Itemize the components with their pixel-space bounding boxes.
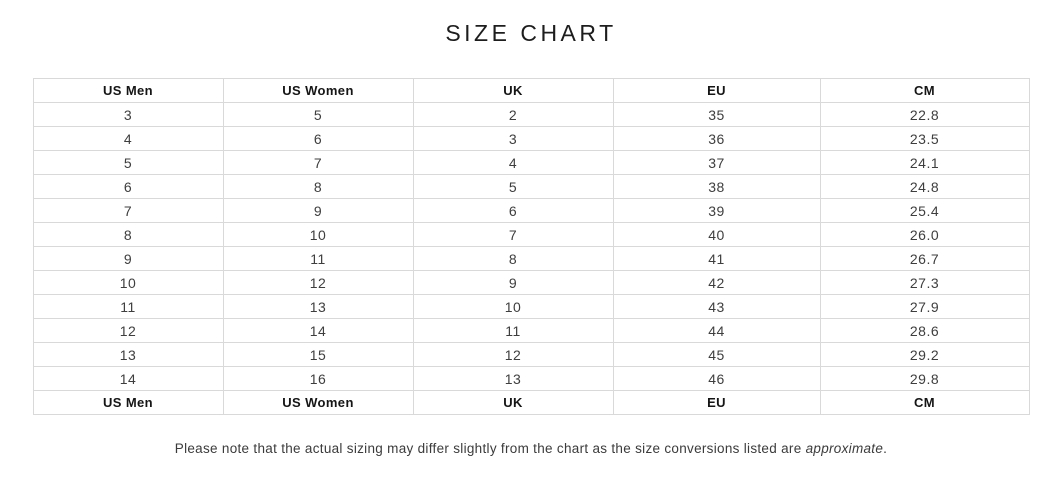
table-cell: 46	[612, 366, 821, 391]
column-header-uk: UK	[412, 78, 614, 103]
table-cell: 12	[32, 318, 224, 343]
table-cell: 16	[222, 366, 414, 391]
table-cell: 8	[222, 174, 414, 199]
column-header-cm: CM	[819, 78, 1030, 103]
table-cell: 25.4	[819, 198, 1030, 223]
table-cell: 29.8	[819, 366, 1030, 391]
page-title: SIZE CHART	[445, 20, 617, 46]
table-row: 13 15 12 45 29.2	[32, 342, 1030, 367]
table-cell: 6	[412, 198, 614, 223]
table-row: 3 5 2 35 22.8	[32, 102, 1030, 127]
table-cell: 11	[412, 318, 614, 343]
table-cell: 5	[412, 174, 614, 199]
table-cell: 13	[222, 294, 414, 319]
table-row: 14 16 13 46 29.8	[32, 366, 1030, 391]
table-cell: 39	[612, 198, 821, 223]
table-header: US Men US Women UK EU CM	[32, 78, 1030, 103]
disclaimer-text: Please note that the actual sizing may d…	[174, 441, 806, 456]
table-cell: 35	[612, 102, 821, 127]
table-cell: 26.0	[819, 222, 1030, 247]
table-cell: 14	[222, 318, 414, 343]
table-cell: 7	[222, 150, 414, 175]
table-body: 3 5 2 35 22.8 4 6 3 36 23.5 5 7 4 37 24.…	[32, 102, 1030, 391]
table-cell: 27.3	[819, 270, 1030, 295]
table-cell: 27.9	[819, 294, 1030, 319]
table-cell: 11	[32, 294, 224, 319]
table-row: 5 7 4 37 24.1	[32, 150, 1030, 175]
table-cell: 24.1	[819, 150, 1030, 175]
disclaimer-emphasis: approximate	[805, 441, 884, 456]
table-row: 7 9 6 39 25.4	[32, 198, 1030, 223]
table-cell: 10	[222, 222, 414, 247]
table-cell: 13	[32, 342, 224, 367]
table-cell: 9	[412, 270, 614, 295]
table-cell: 2	[412, 102, 614, 127]
table-cell: 8	[32, 222, 224, 247]
table-cell: 15	[222, 342, 414, 367]
table-cell: 5	[222, 102, 414, 127]
size-chart-table: US Men US Women UK EU CM 3 5 2 35 22.8 4…	[32, 78, 1030, 415]
table-cell: 12	[412, 342, 614, 367]
table-cell: 45	[612, 342, 821, 367]
table-cell: 44	[612, 318, 821, 343]
table-cell: 3	[412, 126, 614, 151]
table-cell: 38	[612, 174, 821, 199]
table-cell: 24.8	[819, 174, 1030, 199]
table-cell: 29.2	[819, 342, 1030, 367]
table-cell: 9	[32, 246, 224, 271]
header-row-bottom: US Men US Women UK EU CM	[32, 390, 1030, 415]
table-row: 4 6 3 36 23.5	[32, 126, 1030, 151]
table-cell: 8	[412, 246, 614, 271]
table-cell: 22.8	[819, 102, 1030, 127]
table-cell: 37	[612, 150, 821, 175]
disclaimer-period: .	[883, 441, 888, 456]
footer-header-us-men: US Men	[32, 390, 224, 415]
table-cell: 6	[222, 126, 414, 151]
table-cell: 4	[412, 150, 614, 175]
table-cell: 4	[32, 126, 224, 151]
table-cell: 9	[222, 198, 414, 223]
table-cell: 7	[412, 222, 614, 247]
column-header-us-men: US Men	[32, 78, 224, 103]
table-cell: 13	[412, 366, 614, 391]
table-cell: 7	[32, 198, 224, 223]
column-header-eu: EU	[612, 78, 821, 103]
footer-header-eu: EU	[612, 390, 821, 415]
table-cell: 40	[612, 222, 821, 247]
table-cell: 28.6	[819, 318, 1030, 343]
table-cell: 42	[612, 270, 821, 295]
table-cell: 36	[612, 126, 821, 151]
column-header-us-women: US Women	[222, 78, 414, 103]
footer-header-cm: CM	[819, 390, 1030, 415]
table-cell: 11	[222, 246, 414, 271]
table-cell: 23.5	[819, 126, 1030, 151]
table-row: 6 8 5 38 24.8	[32, 174, 1030, 199]
table-row: 9 11 8 41 26.7	[32, 246, 1030, 271]
table-cell: 43	[612, 294, 821, 319]
table-row: 8 10 7 40 26.0	[32, 222, 1030, 247]
table-row: 10 12 9 42 27.3	[32, 270, 1030, 295]
footer-header-uk: UK	[412, 390, 614, 415]
table-cell: 41	[612, 246, 821, 271]
table-cell: 10	[32, 270, 224, 295]
table-cell: 3	[32, 102, 224, 127]
sizing-disclaimer: Please note that the actual sizing may d…	[0, 415, 1062, 456]
table-cell: 14	[32, 366, 224, 391]
table-cell: 6	[32, 174, 224, 199]
header-row-top: US Men US Women UK EU CM	[32, 78, 1030, 103]
table-cell: 5	[32, 150, 224, 175]
table-cell: 12	[222, 270, 414, 295]
table-row: 12 14 11 44 28.6	[32, 318, 1030, 343]
table-footer: US Men US Women UK EU CM	[32, 390, 1030, 415]
footer-header-us-women: US Women	[222, 390, 414, 415]
table-cell: 26.7	[819, 246, 1030, 271]
table-row: 11 13 10 43 27.9	[32, 294, 1030, 319]
table-cell: 10	[412, 294, 614, 319]
